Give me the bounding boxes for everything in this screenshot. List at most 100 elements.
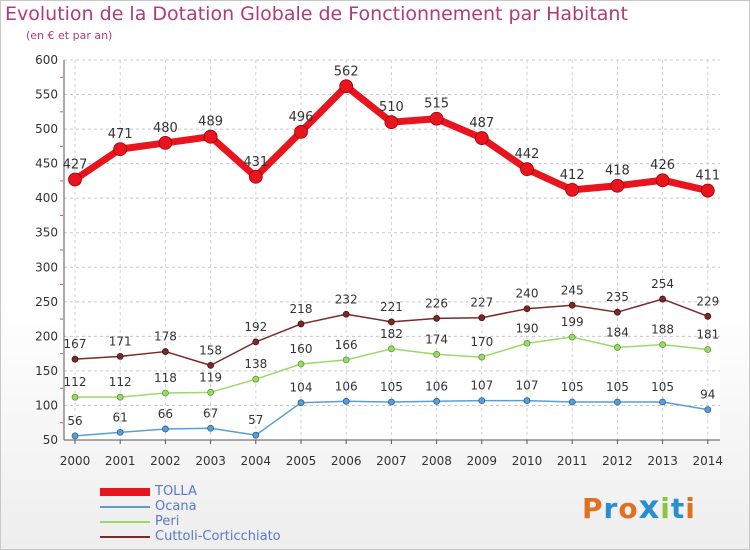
logo-letter: t (670, 492, 686, 525)
data-point (248, 169, 263, 184)
data-label: 138 (244, 357, 267, 371)
data-label: 232 (335, 292, 358, 306)
legend-label: TOLLA (155, 484, 197, 499)
y-tick-label: 450 (35, 157, 58, 171)
data-point (384, 115, 399, 130)
data-point (387, 345, 395, 353)
logo-letter: i (660, 492, 671, 525)
data-point (568, 398, 576, 406)
data-label: 105 (561, 380, 584, 394)
data-point (659, 295, 666, 303)
data-label: 221 (380, 300, 403, 314)
data-point (342, 397, 350, 405)
x-tick-label: 2009 (467, 454, 498, 468)
data-point (523, 305, 531, 313)
data-label: 181 (696, 327, 719, 341)
data-label: 56 (67, 414, 82, 428)
data-point (614, 344, 621, 351)
data-label: 412 (560, 168, 585, 183)
axes: 50 100 150 200 250 300 350 400 450 500 550 600 2000 2… (35, 53, 723, 468)
legend-swatch (100, 521, 150, 523)
data-label: 427 (63, 158, 88, 173)
x-tick-label: 2013 (647, 454, 678, 468)
data-label: 218 (290, 302, 313, 316)
x-tick-label: 2014 (693, 454, 724, 468)
legend-swatch (100, 488, 150, 496)
data-label: 105 (380, 380, 403, 394)
data-point (71, 432, 79, 440)
data-point (161, 389, 169, 397)
data-label: 182 (380, 327, 403, 341)
data-point (387, 398, 395, 406)
legend-swatch (100, 506, 150, 508)
data-point (614, 398, 621, 406)
data-point (700, 183, 715, 198)
x-tick-label: 2007 (376, 454, 407, 468)
data-point (659, 341, 666, 349)
logo-letter: o (618, 492, 639, 525)
data-point (474, 131, 489, 145)
data-label: 178 (154, 330, 177, 344)
data-label: 190 (516, 321, 539, 335)
x-tick-label: 2004 (241, 454, 272, 468)
data-point (71, 355, 79, 363)
data-point (207, 388, 215, 396)
data-label: 240 (516, 287, 539, 301)
legend-label: Cuttoli-Corticchiato (155, 529, 281, 544)
series (68, 79, 715, 440)
x-tick-label: 2006 (331, 454, 362, 468)
data-label: 562 (334, 64, 359, 79)
data-label: 496 (289, 110, 314, 125)
data-label: 510 (379, 100, 404, 115)
data-label: 199 (561, 315, 584, 329)
data-point (297, 360, 305, 368)
x-tick-label: 2000 (60, 454, 91, 468)
y-tick-label: 250 (35, 295, 58, 309)
chart-subtitle: (en € et par an) (26, 29, 113, 42)
data-point (68, 172, 82, 187)
legend-label: Ocana (155, 499, 197, 514)
data-point (252, 338, 260, 346)
data-point (207, 361, 215, 369)
data-labels: 56 61 66 67 57 104 106 105 106 107 107 105 105 105 94 1… (63, 64, 721, 428)
data-label: 229 (696, 294, 719, 308)
data-label: 418 (605, 164, 630, 179)
chart-title: Evolution de la Dotation Globale de Fonc… (5, 3, 628, 25)
data-label: 489 (198, 115, 223, 130)
data-label: 245 (561, 283, 584, 297)
y-tick-label: 500 (35, 122, 58, 136)
data-point (704, 312, 712, 320)
data-point (429, 111, 444, 126)
y-tick-label: 350 (35, 226, 58, 240)
y-tick-label: 50 (43, 433, 58, 447)
data-point (704, 346, 712, 353)
logo-letter: r (603, 492, 619, 525)
data-label: 170 (470, 335, 493, 349)
data-point (478, 314, 486, 322)
data-label: 411 (695, 169, 720, 184)
data-label: 471 (108, 127, 133, 142)
y-tick-label: 300 (35, 260, 58, 274)
logo-letter: i (685, 492, 696, 525)
data-label: 158 (199, 343, 222, 357)
data-label: 67 (203, 406, 218, 420)
data-point (161, 348, 169, 355)
data-point (339, 79, 354, 94)
data-label: 515 (424, 97, 449, 112)
data-point (433, 314, 441, 322)
data-label: 426 (650, 158, 675, 173)
data-label: 160 (290, 342, 313, 356)
data-point (113, 142, 128, 157)
data-label: 61 (113, 410, 128, 424)
legend-label: Peri (155, 514, 180, 529)
data-label: 106 (425, 379, 448, 393)
data-label: 192 (244, 320, 267, 334)
data-point (161, 425, 169, 433)
y-tick-label: 200 (35, 329, 58, 343)
y-tick-label: 400 (35, 191, 58, 205)
data-label: 94 (700, 388, 715, 402)
data-label: 57 (248, 413, 263, 427)
data-label: 112 (109, 375, 132, 389)
data-point (116, 352, 124, 360)
